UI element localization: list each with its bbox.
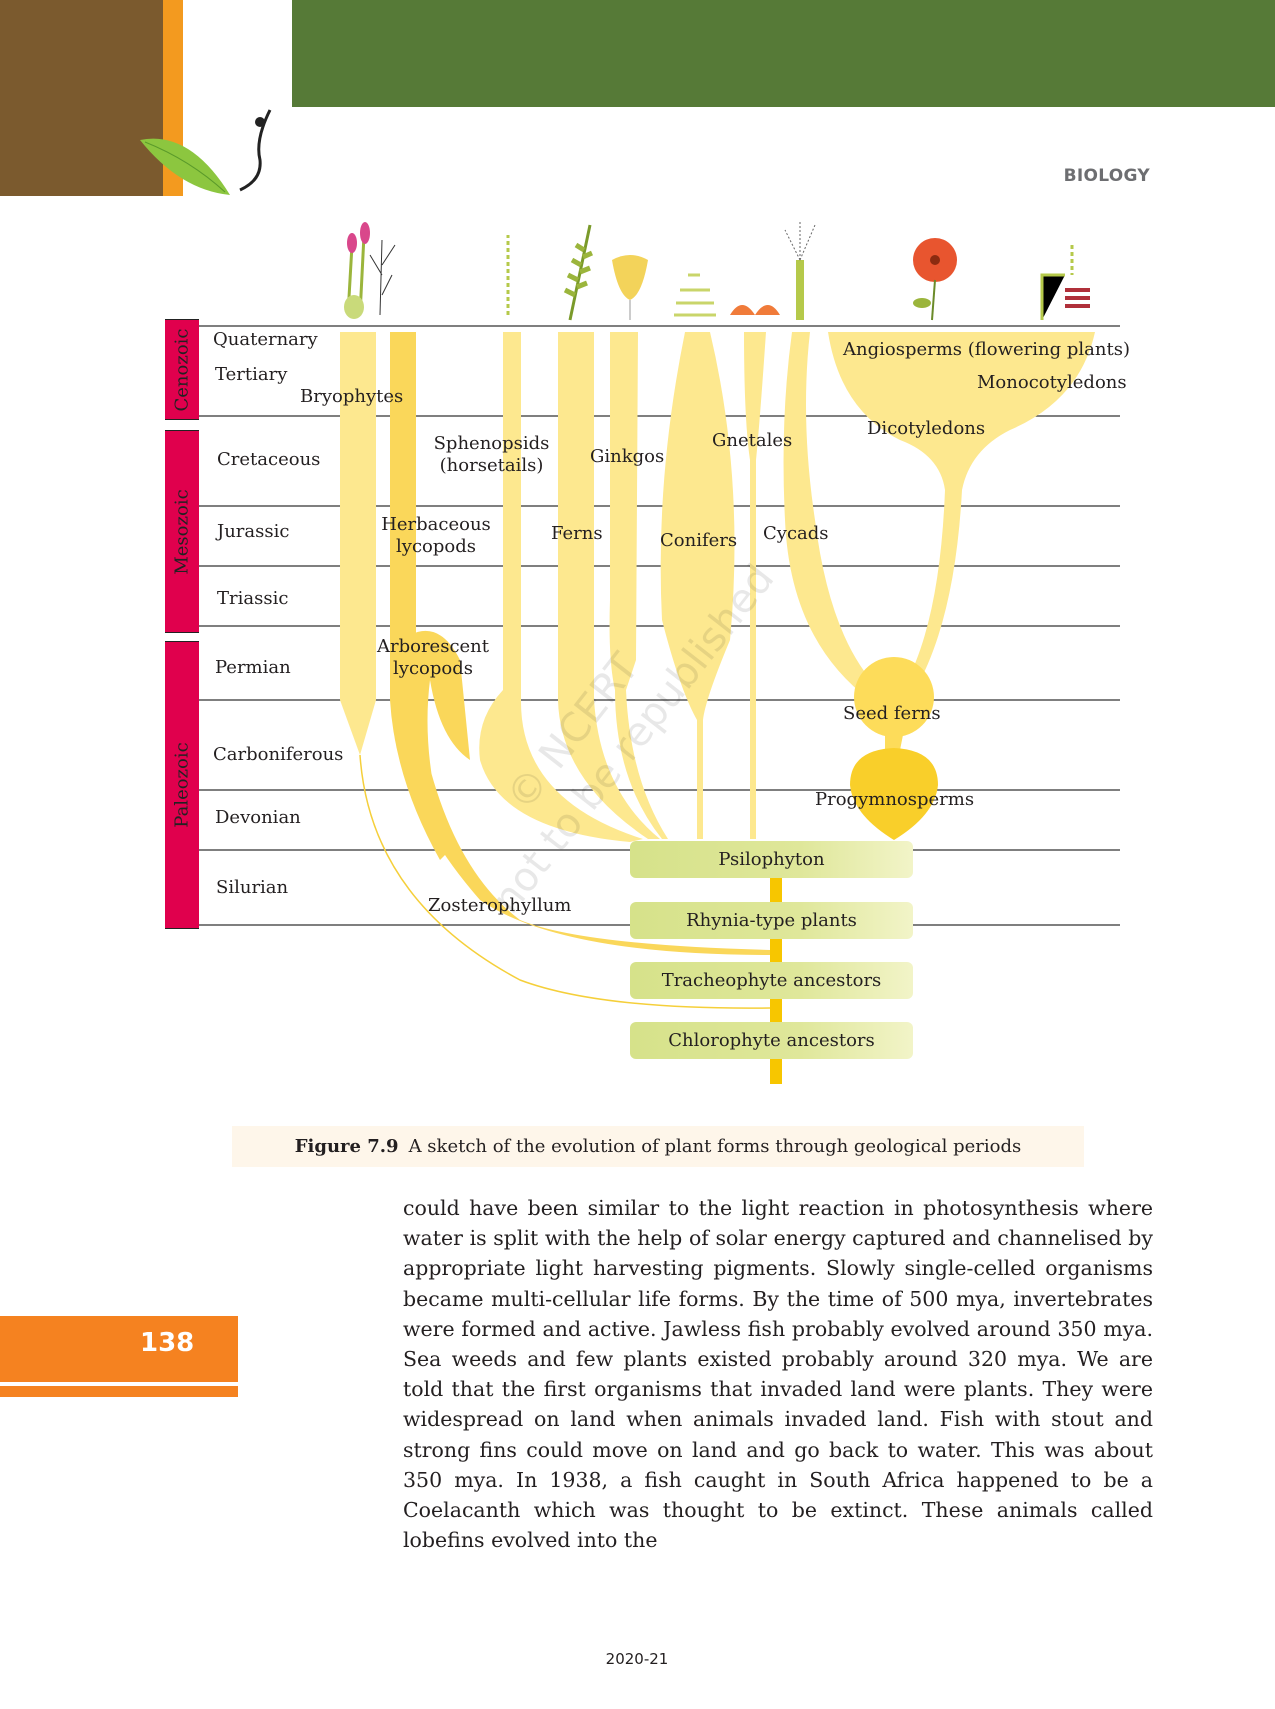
period-triassic: Triassic bbox=[217, 588, 289, 609]
label-arborescent-lycopods: Arborescent lycopods bbox=[373, 636, 493, 679]
period-tertiary: Tertiary bbox=[215, 364, 288, 385]
label-line: Herbaceous bbox=[381, 514, 491, 535]
conifer-icon bbox=[674, 273, 716, 317]
label-monocotyledons: Monocotyledons bbox=[977, 372, 1127, 393]
period-devonian: Devonian bbox=[215, 807, 301, 828]
era-label: Cenozoic bbox=[171, 327, 193, 412]
label-zosterophyllum: Zosterophyllum bbox=[428, 895, 572, 916]
label-line: Arborescent bbox=[376, 636, 490, 657]
page-number-tab bbox=[0, 1316, 238, 1382]
leaf-logo-icon bbox=[140, 109, 272, 195]
era-paleozoic: Paleozoic bbox=[165, 641, 199, 929]
label-line: lycopods bbox=[396, 535, 476, 557]
page-number: 138 bbox=[140, 1328, 195, 1358]
seed-ferns-bulb bbox=[854, 657, 934, 737]
page-number-stripe bbox=[0, 1386, 238, 1397]
cycads-branch bbox=[783, 332, 880, 700]
fern-icon bbox=[563, 224, 594, 321]
caption-label: Figure 7.9 bbox=[294, 1136, 399, 1157]
figure-caption: Figure 7.9 A sketch of the evolution of p… bbox=[232, 1126, 1084, 1167]
label-gnetales: Gnetales bbox=[712, 430, 793, 451]
label-sphenopsids: Sphenopsids (horsetails) bbox=[429, 433, 554, 476]
gnetales-branch bbox=[744, 332, 766, 839]
angiosperms-branch bbox=[828, 332, 1095, 690]
label-ferns: Ferns bbox=[551, 523, 603, 544]
era-label: Paleozoic bbox=[171, 742, 193, 828]
era-label: Mesozoic bbox=[171, 488, 193, 575]
era-cenozoic: Cenozoic bbox=[165, 319, 199, 420]
caption-text: A sketch of the evolution of plant forms… bbox=[408, 1136, 1022, 1157]
flower-icon bbox=[913, 238, 957, 321]
box-chlorophyte-ancestors: Chlorophyte ancestors bbox=[630, 1022, 913, 1059]
label-cycads: Cycads bbox=[763, 523, 829, 544]
cycad-icon bbox=[730, 305, 780, 315]
label-bryophytes: Bryophytes bbox=[300, 386, 404, 407]
label-conifers: Conifers bbox=[660, 530, 738, 551]
period-cretaceous: Cretaceous bbox=[217, 449, 321, 470]
monocot-icon bbox=[1040, 245, 1090, 320]
bryophytes-branch bbox=[340, 332, 376, 755]
period-jurassic: Jurassic bbox=[217, 521, 290, 542]
era-mesozoic: Mesozoic bbox=[165, 430, 199, 633]
label-progymnosperms: Progymnosperms bbox=[815, 789, 975, 810]
header-green-banner bbox=[292, 0, 1275, 107]
moss-icon bbox=[344, 222, 370, 319]
box-psilophyton: Psilophyton bbox=[630, 841, 913, 878]
period-quaternary: Quaternary bbox=[213, 329, 318, 350]
ferns-branch bbox=[558, 332, 660, 839]
period-permian: Permian bbox=[215, 657, 291, 678]
label-line: (horsetails) bbox=[439, 454, 544, 476]
ginkgos-branch bbox=[609, 332, 668, 839]
conifers-branch bbox=[660, 332, 735, 839]
progymnosperms-bulb bbox=[850, 748, 938, 840]
evolution-diagram bbox=[199, 325, 1120, 1084]
label-line: lycopods bbox=[393, 657, 473, 679]
period-carboniferous: Carboniferous bbox=[213, 744, 344, 765]
bryophytes-link bbox=[359, 754, 771, 1009]
label-herbaceous-lycopods: Herbaceous lycopods bbox=[376, 514, 496, 557]
box-rhynia: Rhynia-type plants bbox=[630, 902, 913, 939]
plant-illustrations bbox=[344, 220, 1090, 321]
label-ginkgos: Ginkgos bbox=[590, 446, 665, 467]
header-brown-block bbox=[0, 0, 163, 196]
label-angiosperms: Angiosperms (flowering plants) bbox=[843, 339, 1130, 360]
label-line: Sphenopsids bbox=[433, 433, 550, 454]
period-silurian: Silurian bbox=[216, 877, 289, 898]
label-seed-ferns: Seed ferns bbox=[843, 703, 941, 724]
ginkgo-icon bbox=[612, 255, 648, 320]
lycopod-icon bbox=[369, 239, 396, 316]
body-paragraph: could have been similar to the light rea… bbox=[403, 1196, 1153, 1553]
footer-year: 2020-21 bbox=[605, 1650, 669, 1668]
box-tracheophyte-ancestors: Tracheophyte ancestors bbox=[630, 962, 913, 999]
gnetales-icon bbox=[784, 220, 816, 320]
subject-heading: BIOLOGY bbox=[1063, 166, 1150, 186]
label-dicotyledons: Dicotyledons bbox=[867, 418, 986, 439]
sphenopsids-branch bbox=[479, 332, 643, 842]
